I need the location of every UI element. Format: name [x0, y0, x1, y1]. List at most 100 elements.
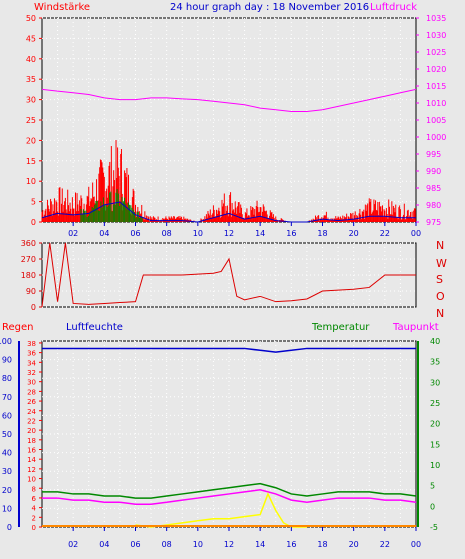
x-tick-label-bottom: 04	[99, 540, 109, 549]
rain-tick-label: 22	[27, 417, 36, 425]
pressure-tick-label: 1030	[426, 31, 446, 40]
pressure-tick-label: 1020	[426, 65, 446, 74]
x-tick-label-top: 16	[286, 229, 296, 238]
x-tick-label-bottom: 06	[130, 540, 140, 549]
rain-tick-label: 16	[27, 447, 36, 455]
humidity-axis-label: Luftfeuchte	[66, 322, 123, 333]
dir-label-s: S	[436, 273, 443, 286]
rain-tick-label: 36	[27, 350, 36, 358]
temperature-tick-label: 5	[430, 482, 435, 491]
wind-tick-label: 5	[31, 198, 36, 207]
wind-average-line	[41, 201, 416, 223]
rain-tick-label: 12	[27, 466, 36, 474]
wind-tick-label: 20	[26, 136, 36, 145]
rain-tick-label: 18	[27, 437, 36, 445]
rain-tick-label: 4	[32, 505, 37, 513]
pressure-tick-label: 1015	[426, 82, 446, 91]
temperature-tick-label: 0	[430, 502, 435, 511]
x-tick-label-bottom: 02	[68, 540, 78, 549]
wind-tick-label: 0	[31, 218, 36, 227]
x-tick-label-top: 20	[349, 229, 359, 238]
pressure-tick-label: 1005	[426, 116, 446, 125]
humidity-tick-label: 50	[2, 430, 12, 439]
temperature-tick-label: 30	[430, 378, 440, 387]
x-tick-label-bottom: 20	[349, 540, 359, 549]
x-tick-label-bottom: 00	[411, 540, 421, 549]
humidity-tick-label: 100	[0, 337, 12, 346]
direction-tick-label: 270	[21, 255, 36, 264]
wind-tick-label: 50	[26, 14, 36, 23]
x-tick-label-bottom: 12	[224, 540, 234, 549]
temperature-line	[42, 482, 417, 499]
wind-tick-label: 30	[26, 96, 36, 105]
pressure-tick-label: 990	[426, 167, 441, 176]
humidity-tick-label: 70	[2, 393, 12, 402]
wind-direction-line	[41, 242, 416, 308]
humidity-tick-label: 10	[2, 504, 12, 513]
humidity-tick-label: 40	[2, 449, 12, 458]
wind-tick-label: 45	[26, 34, 36, 43]
dir-label-n-top: N	[436, 239, 444, 252]
wind-tick-label: 25	[26, 116, 36, 125]
rain-tick-label: 10	[27, 476, 36, 484]
humidity-tick-label: 80	[2, 374, 12, 383]
pressure-tick-label: 1025	[426, 48, 446, 57]
x-tick-label-top: 10	[193, 229, 203, 238]
temperature-axis-label: Temperatur	[311, 322, 370, 333]
rain-axis-label: Regen	[2, 322, 34, 333]
pressure-tick-label: 980	[426, 201, 441, 210]
x-tick-label-top: 14	[255, 229, 265, 238]
pressure-tick-label: 1010	[426, 99, 446, 108]
pressure-tick-label: 975	[426, 218, 441, 227]
rain-tick-label: 2	[32, 514, 36, 522]
rain-tick-label: 26	[27, 398, 36, 406]
pressure-tick-label: 985	[426, 184, 441, 193]
rain-tick-label: 28	[27, 388, 36, 396]
temperature-tick-label: 10	[430, 461, 440, 470]
temperature-tick-label: 15	[430, 440, 440, 449]
x-tick-label-top: 04	[99, 229, 109, 238]
wind-tick-label: 10	[26, 177, 36, 186]
temperature-tick-label: 40	[430, 337, 440, 346]
x-tick-label-bottom: 10	[193, 540, 203, 549]
x-tick-label-top: 06	[130, 229, 140, 238]
rain-tick-label: 8	[32, 485, 36, 493]
wind-tick-label: 35	[26, 75, 36, 84]
humidity-tick-label: 90	[2, 356, 12, 365]
x-tick-label-bottom: 14	[255, 540, 265, 549]
direction-tick-label: 90	[26, 287, 36, 296]
direction-tick-label: 0	[31, 303, 36, 312]
temperature-tick-label: 35	[430, 358, 440, 367]
x-tick-label-top: 08	[162, 229, 172, 238]
pressure-tick-label: 1000	[426, 133, 446, 142]
humidity-tick-label: 60	[2, 411, 12, 420]
humidity-tick-label: 0	[7, 523, 12, 532]
wind-tick-label: 40	[26, 55, 36, 64]
humidity-line	[42, 347, 416, 353]
x-tick-label-bottom: 22	[380, 540, 390, 549]
rain-tick-label: 14	[27, 456, 36, 464]
rain-tick-label: 34	[27, 359, 36, 367]
rain-tick-label: 20	[27, 427, 36, 435]
dir-label-n-bottom: N	[436, 307, 444, 320]
direction-tick-label: 180	[21, 271, 36, 280]
pressure-tick-label: 1035	[426, 14, 446, 23]
humidity-tick-label: 30	[2, 467, 12, 476]
rain-tick-label: 6	[32, 495, 37, 503]
x-tick-label-bottom: 08	[162, 540, 172, 549]
direction-tick-label: 360	[21, 239, 36, 248]
dewpoint-line	[42, 489, 417, 506]
x-tick-label-top: 00	[411, 229, 421, 238]
rain-tick-label: 32	[27, 369, 36, 377]
rain-tick-label: 38	[27, 340, 36, 348]
x-tick-label-bottom: 16	[286, 540, 296, 549]
solar-line	[135, 492, 307, 528]
dir-label-w: W	[436, 257, 447, 270]
x-tick-label-top: 02	[68, 229, 78, 238]
pressure-line	[41, 88, 417, 112]
chart-layer: 0510152025303540455097598098599099510001…	[0, 14, 446, 549]
wind-axis-label: Windstärke	[34, 2, 90, 13]
rain-tick-label: 0	[32, 524, 36, 532]
